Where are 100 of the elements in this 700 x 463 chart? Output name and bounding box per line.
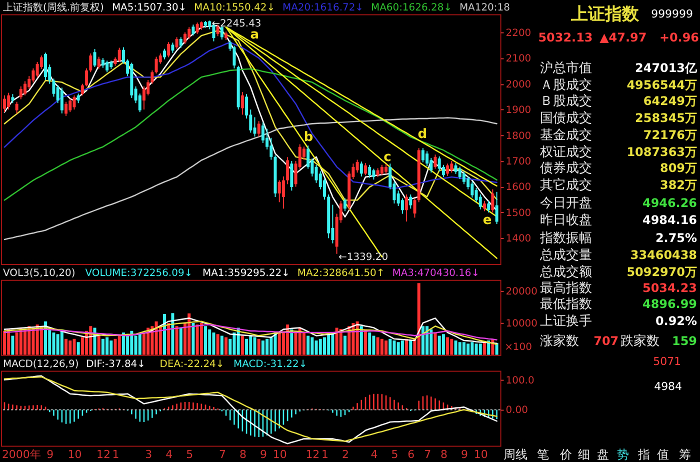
text: 5032.13 [538, 30, 593, 44]
y-tick-label: 2100 [506, 54, 532, 65]
text: 999999 [651, 7, 693, 20]
x-tick-label: 12 [96, 448, 110, 462]
text: 最高指数 [540, 280, 592, 296]
x-tick-label: 6 [408, 448, 415, 462]
text: 4984 [654, 380, 682, 393]
annotation: b [304, 130, 314, 146]
text: 跌家数 [620, 332, 660, 349]
x-tick-label: 10 [272, 448, 287, 462]
text: 国债成交 [540, 110, 592, 126]
text: 值 [657, 448, 670, 462]
x-tick-label: 1 [112, 448, 120, 462]
text: 涨家数 [540, 332, 580, 349]
text: 基金成交 [540, 127, 592, 144]
text: 最低指数 [540, 296, 592, 312]
text: MA20:1616.72↓ [282, 2, 364, 14]
text: +0.96 [659, 30, 699, 44]
y-axis-title: ×100 [504, 342, 532, 353]
text: 债券成交 [540, 160, 592, 176]
text: 总成交额 [539, 264, 592, 280]
y-tick-label: 2000 [506, 79, 532, 90]
y-tick-label: 0.00 [506, 405, 528, 416]
text: DIF:-37.84↓ [86, 358, 146, 370]
text: 总成交量 [539, 246, 592, 263]
text: 4896.99 [642, 296, 698, 311]
text: VOLUME:372256.09↓ [85, 268, 193, 279]
x-tick-label: 4 [166, 448, 173, 462]
text: 势 [617, 448, 630, 462]
y-tick-label: 2200 [506, 28, 532, 39]
text: 2.75% [655, 230, 698, 245]
y-tick-label: 1900 [506, 105, 532, 116]
x-tick-label: 8 [440, 448, 448, 462]
text: 809万 [660, 161, 698, 176]
x-tick-label: 2 [342, 448, 349, 462]
chart-title: MACD(12,26,9) [2, 358, 79, 370]
text: 权证成交 [539, 144, 592, 160]
text: 昨日收盘 [540, 213, 592, 228]
text: 上证指数 [570, 4, 640, 24]
annotation: ←1339.20 [338, 252, 388, 263]
text: ▲47.97 [600, 30, 647, 44]
x-tick-label: 7 [218, 448, 226, 462]
text: 1087363万 [626, 145, 698, 160]
text: 4956544万 [626, 78, 698, 92]
text: 64249万 [643, 94, 698, 108]
y-tick-label: 1700 [506, 156, 532, 168]
text: 盘 [597, 448, 610, 462]
y-tick-label: 1500 [506, 208, 532, 219]
x-tick-label: 3 [145, 448, 152, 462]
x-tick-label: 5 [391, 448, 398, 462]
x-tick-label: 10 [68, 448, 82, 462]
text: 4984.16 [642, 213, 698, 228]
x-tick-label: 10 [474, 448, 488, 462]
text: 5034.23 [642, 280, 698, 295]
text: 笔 [537, 448, 550, 462]
x-tick-label: 9 [460, 448, 468, 462]
annotation: d [418, 127, 428, 142]
text: 247013亿 [635, 61, 698, 76]
text: MA60:1626.28↓ [370, 2, 452, 14]
x-tick-label: 2000年 [2, 448, 41, 462]
text: 细 [578, 448, 590, 462]
text: 5071 [653, 354, 682, 368]
y-tick-label: 100.0 [506, 375, 534, 386]
text: 其它成交 [540, 177, 592, 194]
text: MA10:1550.42↓ [194, 2, 276, 14]
text: 707 [594, 334, 619, 348]
annotation: a [250, 27, 260, 42]
y-tick-label: 1600 [506, 182, 532, 194]
text: 指数振幅 [539, 230, 592, 246]
annotation: ←2245.43 [212, 18, 262, 30]
annotation: c [384, 150, 392, 166]
text: 价 [559, 448, 572, 462]
text: 今日开盘 [540, 196, 592, 212]
text: 指 [637, 448, 650, 462]
text: 258345万 [635, 111, 698, 126]
text: MA5:1507.30↓ [112, 2, 187, 14]
text: 159 [672, 334, 698, 348]
text: 72176万 [643, 128, 698, 142]
text: 筹 [679, 448, 692, 462]
x-tick-label: 9 [46, 448, 54, 462]
text: 沪总市值 [540, 60, 592, 76]
text: 4946.26 [642, 196, 698, 210]
text: MA120:18 [459, 2, 510, 14]
text: 0.92% [655, 314, 698, 328]
text: Ｂ股成交 [540, 93, 592, 110]
text: Ａ股成交 [540, 77, 592, 94]
text: 382万 [660, 178, 698, 192]
text: DEA:-22.24↓ [160, 358, 224, 370]
text: 5092970万 [626, 264, 698, 279]
annotation: e [482, 213, 492, 228]
x-tick-label: 12 [306, 448, 320, 462]
text: 33460438 [630, 248, 698, 262]
text: MACD:-31.22↓ [233, 358, 308, 370]
text: 周线 [503, 448, 528, 462]
y-tick-label: 10000 [506, 318, 538, 330]
x-tick-label: 4 [370, 448, 378, 462]
x-tick-label: 5 [186, 448, 194, 462]
text: MA3:470430.16↓ [392, 268, 480, 279]
y-tick-label: 1400 [506, 234, 532, 245]
chart-title: VOL3(5,10,20) [2, 268, 76, 279]
